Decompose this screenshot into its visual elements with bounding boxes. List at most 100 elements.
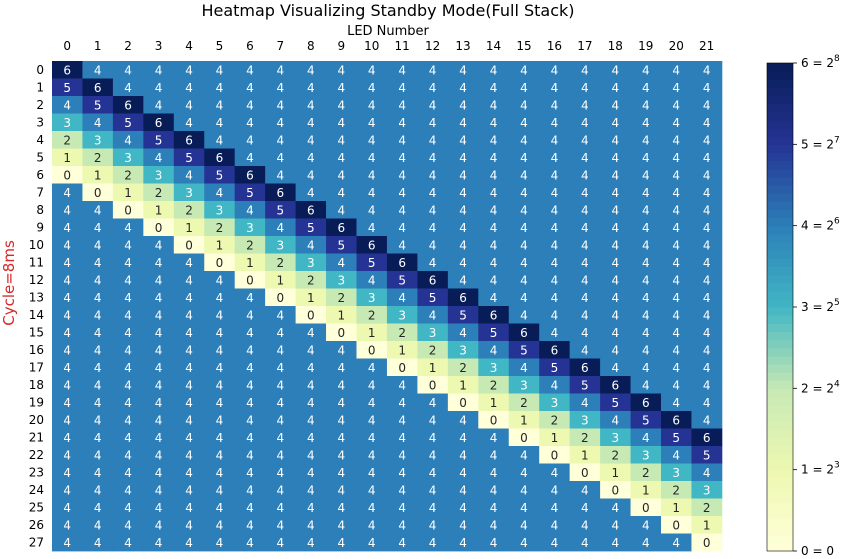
heatmap-cell: [630, 498, 662, 517]
heatmap-cell: [447, 78, 479, 97]
cell-value-label: 1: [551, 431, 559, 445]
heatmap-cell: [173, 183, 205, 202]
cell-value-label: 4: [155, 518, 163, 532]
heatmap-cell: [569, 358, 601, 377]
colorbar-segment: [767, 534, 793, 544]
cell-value-label: 4: [703, 116, 711, 130]
heatmap-cell: [539, 428, 571, 447]
cell-value-label: 3: [459, 343, 467, 357]
heatmap-cell: [569, 236, 601, 254]
heatmap-cell: [661, 183, 692, 202]
cell-value-label: 4: [155, 151, 163, 165]
heatmap-cell: [569, 533, 601, 552]
heatmap-cell: [112, 113, 144, 132]
cell-value-label: 4: [612, 501, 620, 515]
cell-value-label: 4: [429, 518, 437, 532]
heatmap-cell: [630, 271, 662, 289]
cell-value-label: 4: [124, 133, 132, 147]
heatmap-cell: [204, 61, 236, 79]
cell-value-label: 4: [185, 168, 193, 182]
heatmap-cell: [112, 253, 144, 272]
heatmap-cell: [173, 411, 205, 429]
cell-value-label: 2: [216, 221, 224, 235]
heatmap-cell: [173, 61, 205, 79]
heatmap-cell: [326, 358, 357, 377]
heatmap-cell: [356, 61, 388, 79]
cell-value-label: 5: [277, 203, 285, 217]
heatmap-cell: [234, 201, 266, 219]
cell-value-label: 4: [337, 536, 345, 550]
cell-value-label: 4: [429, 466, 437, 480]
cell-value-label: 4: [612, 308, 620, 322]
cell-value-label: 4: [155, 483, 163, 497]
cell-value-label: 4: [703, 63, 711, 77]
heatmap-cell: [82, 271, 114, 289]
cell-value-label: 4: [307, 326, 315, 340]
heatmap-cell: [447, 253, 479, 272]
heatmap-cell: [478, 148, 510, 167]
cell-value-label: 4: [520, 133, 528, 147]
heatmap-cell: [386, 498, 418, 517]
cell-value-label: 4: [520, 361, 528, 375]
cell-value-label: 6: [612, 378, 620, 392]
heatmap-cell: [356, 218, 388, 237]
y-tick-label: 9: [36, 220, 44, 234]
heatmap-cell: [539, 78, 571, 97]
heatmap-cell: [234, 428, 266, 447]
heatmap-cell: [386, 271, 418, 289]
cell-value-label: 4: [520, 308, 528, 322]
cell-value-label: 4: [581, 116, 589, 130]
heatmap-cell: [173, 271, 205, 289]
cell-value-label: 2: [155, 186, 163, 200]
cell-value-label: 4: [429, 396, 437, 410]
heatmap-cell: [326, 218, 357, 237]
heatmap-cell: [265, 358, 296, 377]
cell-value-label: 4: [398, 518, 406, 532]
heatmap-cell: [630, 253, 662, 272]
cell-value-label: 1: [672, 501, 680, 515]
heatmap-cell: [82, 96, 114, 114]
colorbar-segment: [767, 241, 793, 251]
colorbar-segment: [767, 380, 793, 389]
cell-value-label: 4: [581, 238, 589, 252]
cell-value-label: 1: [216, 238, 224, 252]
colorbar-segment: [767, 502, 793, 511]
cell-value-label: 3: [551, 396, 559, 410]
cell-value-label: 0: [551, 448, 559, 462]
heatmap-cell: [630, 376, 662, 394]
heatmap-cell: [691, 446, 723, 464]
heatmap-cell: [82, 463, 114, 482]
heatmap-cell: [661, 306, 692, 324]
cell-value-label: 4: [124, 221, 132, 235]
heatmap-cell: [295, 183, 327, 202]
cell-value-label: 4: [277, 466, 285, 480]
cell-value-label: 4: [277, 501, 285, 515]
heatmap-cell: [52, 166, 83, 184]
cell-value-label: 4: [672, 308, 680, 322]
heatmap-cell: [386, 218, 418, 237]
heatmap-cell: [143, 323, 175, 342]
cell-value-label: 4: [581, 186, 589, 200]
cell-value-label: 4: [581, 256, 589, 270]
cell-value-label: 4: [642, 326, 650, 340]
heatmap-cell: [356, 376, 388, 394]
cell-value-label: 3: [672, 466, 680, 480]
cell-value-label: 4: [703, 308, 711, 322]
heatmap-cell: [326, 166, 357, 184]
cell-value-label: 4: [429, 501, 437, 515]
cell-value-label: 4: [398, 63, 406, 77]
cell-value-label: 4: [429, 448, 437, 462]
heatmap-cell: [691, 306, 723, 324]
cell-value-label: 5: [185, 151, 193, 165]
cell-value-label: 4: [63, 238, 71, 252]
cell-value-label: 4: [63, 203, 71, 217]
cell-value-label: 4: [459, 518, 467, 532]
cell-value-label: 4: [216, 186, 224, 200]
y-tick-label: 20: [29, 413, 44, 427]
cell-value-label: 4: [277, 518, 285, 532]
heatmap-cell: [265, 323, 296, 342]
heatmap-cell: [417, 61, 449, 79]
cell-value-label: 4: [246, 133, 254, 147]
heatmap-cell: [386, 393, 418, 412]
heatmap-cell: [508, 323, 540, 342]
